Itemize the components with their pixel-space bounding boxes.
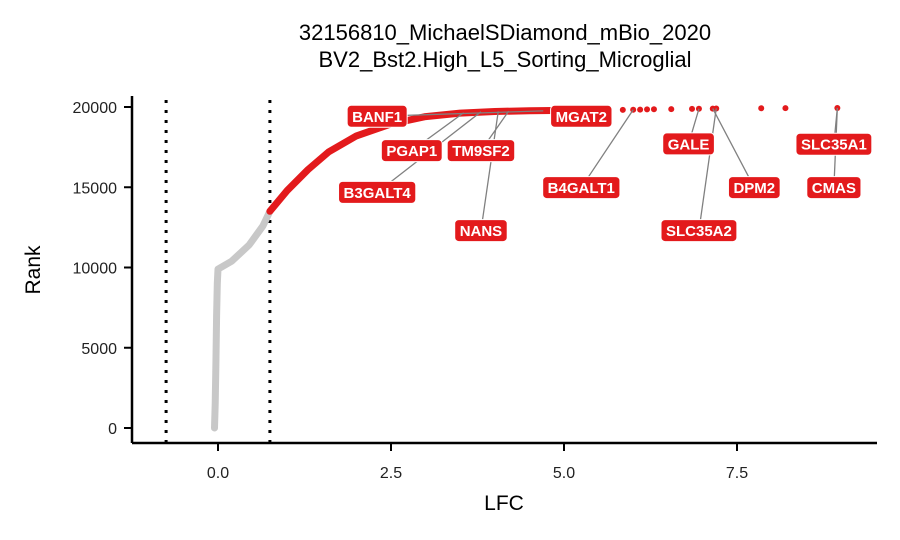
gene-label-gale: GALE xyxy=(662,132,715,156)
gene-label-tm9sf2: TM9SF2 xyxy=(446,139,516,163)
gene-label-slc35a2: SLC35A2 xyxy=(660,219,738,243)
gene-label-text: DPM2 xyxy=(733,180,775,197)
gene-label-text: CMAS xyxy=(812,180,856,197)
data-points xyxy=(211,104,841,432)
gene-label-text: PGAP1 xyxy=(386,143,437,160)
gene-label-box xyxy=(346,104,408,128)
gene-label-text: SLC35A1 xyxy=(801,137,867,154)
gene-label-box xyxy=(662,132,715,156)
gene-label-nans: NANS xyxy=(454,219,508,243)
gene-label-box xyxy=(446,139,516,163)
outlier-point-0 xyxy=(619,106,626,113)
gene-label-box xyxy=(454,219,508,243)
leader-line-b4galt1 xyxy=(580,109,634,188)
x-tick-label: 7.5 xyxy=(726,465,748,482)
leader-line-nans xyxy=(480,111,499,231)
gene-label-box xyxy=(727,176,781,200)
leader-line-slc35a2 xyxy=(698,108,717,231)
gene-label-text: SLC35A2 xyxy=(666,223,732,240)
gene-label-cmas: CMAS xyxy=(806,176,862,200)
x-tick-label: 5.0 xyxy=(553,465,575,482)
gene-label-box xyxy=(660,219,738,243)
gene-label-banf1: BANF1 xyxy=(346,104,408,128)
threshold-lines xyxy=(164,100,272,443)
gene-label-text: MGAT2 xyxy=(556,109,607,126)
gene-label-box xyxy=(795,132,873,156)
gene-label-b3galt4: B3GALT4 xyxy=(338,180,417,204)
gene-label-text: B4GALT1 xyxy=(548,180,615,197)
y-tick-label: 15000 xyxy=(73,180,118,197)
y-tick-label: 10000 xyxy=(73,261,118,278)
gene-label-b4galt1: B4GALT1 xyxy=(542,176,621,200)
axes xyxy=(130,96,877,445)
gene-label-text: B3GALT4 xyxy=(344,185,412,202)
outlier-point-11 xyxy=(782,105,789,112)
gene-label-box xyxy=(550,104,613,128)
outlier-point-3 xyxy=(644,106,651,113)
gene-labels: BANF1 PGAP1 TM9SF2 B3GALT4 NANS MGAT2 B4GALT1 G… xyxy=(338,104,873,243)
outlier-point-2 xyxy=(637,106,644,113)
gene-label-text: TM9SF2 xyxy=(452,143,510,160)
gene-label-slc35a1: SLC35A1 xyxy=(795,132,873,156)
nonsignificant-points xyxy=(211,207,274,432)
y-tick-label: 5000 xyxy=(81,341,117,358)
outlier-point-4 xyxy=(650,106,657,113)
leader-line-dpm2 xyxy=(712,108,755,188)
x-tick-label: 0.0 xyxy=(207,465,229,482)
chart-subtitle: BV2_Bst2.High_L5_Sorting_Microglial xyxy=(319,47,692,72)
outlier-point-5 xyxy=(668,106,675,113)
gene-label-text: BANF1 xyxy=(352,109,402,126)
y-tick-label: 0 xyxy=(108,421,117,438)
gene-label-box xyxy=(338,180,417,204)
gene-label-box xyxy=(380,139,443,163)
axis-ticks: 0.0 2.5 5.0 7.5 0 5000 10000 15000 20000 xyxy=(73,100,749,482)
gene-label-pgap1: PGAP1 xyxy=(380,139,443,163)
y-axis-title: Rank xyxy=(22,245,45,295)
y-tick-label: 20000 xyxy=(73,100,118,117)
outlier-point-6 xyxy=(689,105,696,112)
gene-label-mgat2: MGAT2 xyxy=(550,104,613,128)
outlier-point-10 xyxy=(758,105,765,112)
gene-label-box xyxy=(542,176,621,200)
gene-label-text: NANS xyxy=(460,223,503,240)
chart-title: 32156810_MichaelSDiamond_mBio_2020 xyxy=(299,20,711,45)
x-axis-title: LFC xyxy=(484,492,524,515)
x-tick-label: 2.5 xyxy=(380,465,402,482)
gene-label-box xyxy=(806,176,862,200)
gene-label-text: GALE xyxy=(668,136,710,153)
gene-label-dpm2: DPM2 xyxy=(727,176,781,200)
